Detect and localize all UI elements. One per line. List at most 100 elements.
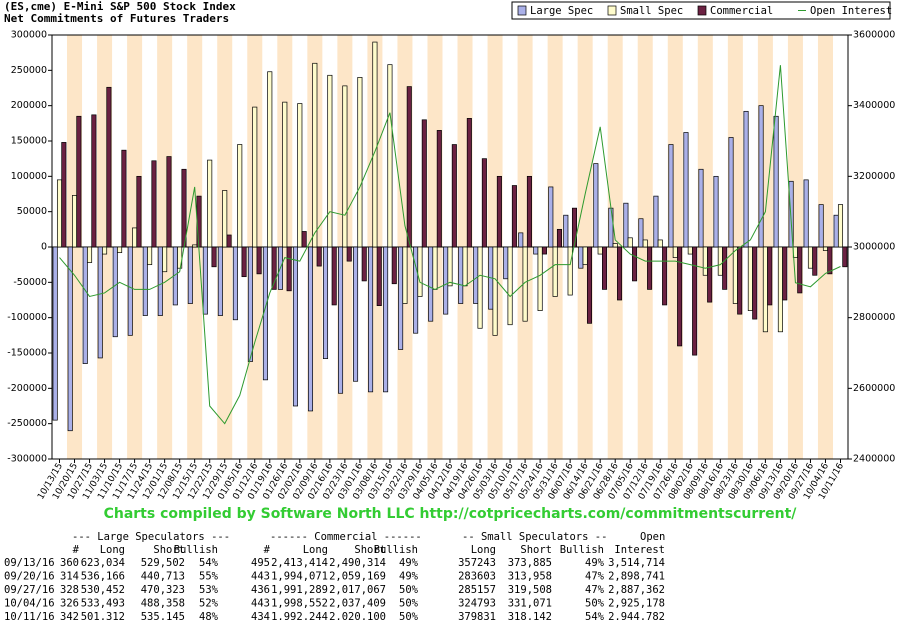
table-cell: 09/20/16 bbox=[4, 571, 55, 583]
table-cell: 1,991,289 bbox=[271, 584, 328, 596]
bar bbox=[526, 175, 532, 248]
table-cell: 53% bbox=[199, 584, 219, 596]
table-header: Short bbox=[354, 544, 386, 556]
bar bbox=[327, 74, 333, 248]
bar bbox=[623, 202, 629, 248]
bar bbox=[833, 214, 839, 248]
table-cell: 326 bbox=[60, 598, 79, 610]
bar bbox=[346, 246, 352, 262]
bar bbox=[707, 246, 713, 303]
bar bbox=[187, 246, 193, 304]
y-tick-label: 250000 bbox=[11, 65, 47, 76]
table-cell: 529,502 bbox=[141, 557, 185, 569]
table-cell: 2,020,100 bbox=[329, 611, 386, 620]
bar bbox=[687, 246, 693, 255]
table-cell: 313,958 bbox=[508, 571, 552, 583]
bar bbox=[647, 246, 653, 290]
bar bbox=[241, 246, 247, 278]
bar bbox=[342, 85, 348, 248]
bar bbox=[627, 237, 633, 248]
table-cell: 49% bbox=[399, 557, 419, 569]
bar bbox=[642, 239, 648, 248]
table-cell: 50% bbox=[399, 584, 419, 596]
bar bbox=[702, 246, 708, 276]
bar bbox=[803, 179, 809, 248]
bar bbox=[737, 246, 743, 315]
bar bbox=[818, 204, 824, 248]
chart-subtitle: Net Commitments of Futures Traders bbox=[4, 12, 229, 25]
table-cell: 285157 bbox=[458, 584, 496, 596]
bar bbox=[387, 64, 393, 248]
bar bbox=[638, 218, 644, 248]
table-cell: 501,312 bbox=[81, 611, 125, 620]
bar bbox=[732, 246, 738, 304]
table-cell: 2,898,741 bbox=[608, 571, 665, 583]
bar bbox=[602, 246, 608, 290]
bar bbox=[307, 246, 314, 412]
bar bbox=[232, 246, 238, 321]
bar bbox=[541, 246, 547, 255]
table-cell: 360 bbox=[60, 557, 79, 569]
table-cell: 50% bbox=[585, 598, 605, 610]
table-cell: 328 bbox=[60, 584, 79, 596]
table-group-header: -- Small Speculators -- bbox=[462, 531, 607, 543]
table-header: Long bbox=[303, 544, 328, 556]
table-cell: 47% bbox=[585, 571, 605, 583]
bar bbox=[662, 246, 668, 306]
table-cell: 1,994,071 bbox=[271, 571, 328, 583]
table-cell: 2,017,067 bbox=[329, 584, 386, 596]
bar bbox=[237, 144, 243, 248]
y2-tick-label: 2800000 bbox=[853, 312, 895, 323]
legend-label: Large Spec bbox=[530, 5, 593, 17]
bar bbox=[586, 246, 593, 324]
bar bbox=[653, 195, 659, 248]
bar bbox=[211, 246, 217, 268]
bar bbox=[683, 132, 689, 248]
table-header: Interest bbox=[614, 544, 665, 556]
table-cell: 2,413,414 bbox=[271, 557, 328, 569]
bar bbox=[436, 130, 442, 248]
bar bbox=[492, 246, 498, 336]
table-cell: 3,514,714 bbox=[608, 557, 665, 569]
table-header: Long bbox=[100, 544, 125, 556]
bar bbox=[331, 246, 337, 306]
bar bbox=[301, 231, 307, 248]
bar bbox=[668, 144, 674, 248]
bar bbox=[777, 246, 783, 333]
bar bbox=[97, 246, 103, 359]
table-cell: 50% bbox=[399, 598, 419, 610]
table-header: # bbox=[264, 544, 271, 556]
table-header: # bbox=[73, 544, 80, 556]
bar bbox=[372, 41, 378, 248]
bar bbox=[496, 175, 502, 248]
bar bbox=[406, 86, 412, 248]
table-cell: 2,925,178 bbox=[608, 598, 665, 610]
bar bbox=[672, 246, 678, 258]
bar bbox=[398, 246, 404, 350]
y2-tick-label: 2600000 bbox=[853, 383, 895, 394]
bar bbox=[443, 246, 449, 315]
bar bbox=[451, 144, 457, 248]
table-cell: 436 bbox=[251, 584, 270, 596]
chart-title: (ES,cme) E-Mini S&P 500 Stock Index bbox=[4, 0, 236, 13]
bar bbox=[837, 204, 844, 248]
bar bbox=[632, 246, 638, 282]
table-group-header: --- Large Speculators --- bbox=[72, 531, 230, 543]
bar bbox=[713, 175, 719, 248]
table-cell: 09/27/16 bbox=[4, 584, 55, 596]
y-tick-label: -250000 bbox=[7, 418, 47, 429]
bar bbox=[762, 246, 768, 333]
bar bbox=[743, 110, 749, 248]
bar bbox=[807, 246, 813, 269]
table-cell: 324793 bbox=[458, 598, 496, 610]
bar bbox=[698, 168, 704, 248]
y-tick-label: 200000 bbox=[11, 100, 47, 111]
bar bbox=[322, 246, 329, 360]
bar bbox=[192, 244, 198, 248]
bar bbox=[417, 246, 423, 297]
bar bbox=[421, 119, 427, 248]
y2-tick-label: 3200000 bbox=[853, 171, 895, 182]
bar bbox=[812, 246, 818, 276]
plot-frame bbox=[51, 34, 849, 460]
bar bbox=[102, 246, 108, 255]
